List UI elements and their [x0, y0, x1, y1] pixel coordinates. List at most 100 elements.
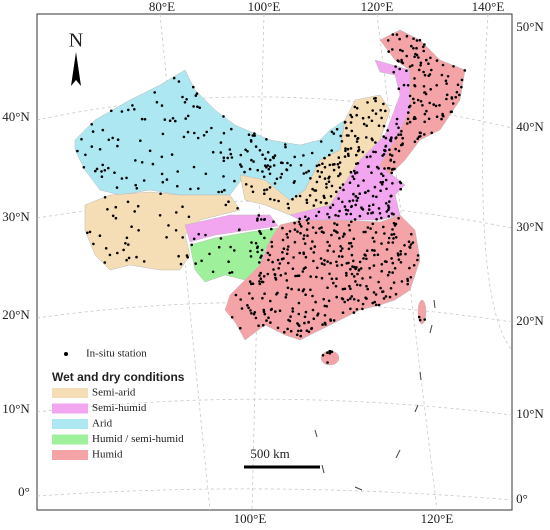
station-dot: [394, 222, 398, 226]
station-dot: [371, 203, 375, 206]
station-dot: [101, 128, 105, 132]
station-dot: [294, 195, 298, 198]
station-dot: [269, 165, 272, 168]
station-dot: [326, 361, 329, 364]
graticule-label: 50°N: [516, 19, 544, 34]
station-dot: [395, 117, 399, 121]
station-dot: [181, 205, 184, 208]
station-dot: [380, 183, 384, 186]
station-dot: [278, 309, 282, 313]
station-dot: [425, 58, 428, 62]
station-dot: [285, 279, 289, 282]
station-dot: [373, 249, 376, 252]
station-dot: [377, 303, 381, 307]
station-dot: [423, 91, 427, 94]
station-dot: [325, 305, 329, 308]
station-dot: [266, 272, 270, 276]
station-dot: [243, 170, 246, 174]
station-dot: [347, 224, 351, 227]
station-dot: [228, 148, 232, 151]
station-dot: [265, 188, 269, 191]
station-dot: [197, 187, 200, 190]
station-dot: [445, 82, 448, 85]
station-dot: [266, 251, 270, 255]
station-dot: [444, 79, 448, 83]
semi-humid-region: [184, 214, 279, 243]
station-dot: [355, 113, 359, 117]
station-dot: [273, 273, 277, 277]
legend-swatch: [52, 450, 88, 460]
station-dot: [408, 266, 411, 270]
station-dot: [192, 85, 195, 89]
station-dot: [385, 210, 389, 213]
station-dot: [291, 267, 295, 271]
station-dot: [315, 164, 319, 168]
station-dot: [261, 153, 264, 156]
station-dot: [320, 262, 324, 265]
station-dot: [104, 247, 108, 250]
station-dot: [450, 96, 454, 99]
station-dot: [268, 253, 272, 257]
station-dot: [410, 44, 413, 48]
station-dot: [360, 206, 363, 209]
station-dot: [193, 131, 196, 135]
station-dot: [303, 242, 307, 245]
station-dot: [362, 230, 366, 234]
station-dot: [136, 204, 140, 208]
station-dot: [381, 154, 384, 157]
station-dot: [406, 122, 409, 125]
station-dot: [384, 145, 387, 148]
station-dot: [287, 318, 290, 322]
station-dot: [440, 117, 443, 121]
station-dot: [326, 240, 329, 244]
station-dot: [172, 76, 176, 80]
station-dot: [256, 250, 259, 254]
station-dot: [254, 316, 258, 320]
station-dot: [265, 138, 268, 141]
station-dot: [367, 208, 371, 211]
station-dot: [330, 233, 333, 237]
station-dot: [140, 117, 144, 121]
station-dot: [279, 176, 283, 179]
station-dot: [323, 177, 327, 180]
station-dot: [422, 45, 425, 49]
station-dot: [247, 133, 251, 136]
station-dot: [349, 147, 353, 150]
station-dot: [258, 149, 262, 152]
station-dot: [258, 280, 261, 283]
station-dot: [405, 54, 409, 58]
station-dot: [287, 261, 290, 265]
station-dot: [111, 136, 114, 140]
station-dot: [408, 104, 412, 108]
station-dot: [281, 251, 284, 254]
station-dot: [320, 226, 323, 229]
station-dot: [343, 287, 347, 291]
station-dot: [277, 267, 281, 270]
station-dot: [305, 228, 309, 231]
graticule-label: 120°E: [361, 0, 394, 14]
station-dot: [365, 124, 369, 127]
station-dot: [316, 312, 320, 316]
station-dot: [100, 175, 104, 178]
station-dot: [167, 224, 170, 227]
station-dot: [291, 307, 295, 310]
station-dot: [311, 187, 314, 191]
station-dot: [222, 131, 226, 135]
station-dot: [380, 116, 383, 120]
station-dot: [248, 280, 252, 283]
station-dot: [228, 271, 231, 275]
station-dot: [423, 43, 426, 46]
station-dot: [293, 221, 296, 225]
station-dot: [269, 321, 272, 324]
station-dot: [134, 159, 137, 162]
station-dot: [305, 171, 308, 174]
station-dot: [303, 315, 307, 319]
station-dot: [229, 245, 232, 249]
station-dot: [354, 172, 357, 175]
station-dot: [222, 159, 226, 163]
station-dot: [224, 203, 228, 207]
legend-station-dot: [64, 352, 68, 356]
station-dot: [306, 234, 309, 237]
station-dot: [341, 255, 344, 258]
station-dot: [350, 205, 353, 209]
